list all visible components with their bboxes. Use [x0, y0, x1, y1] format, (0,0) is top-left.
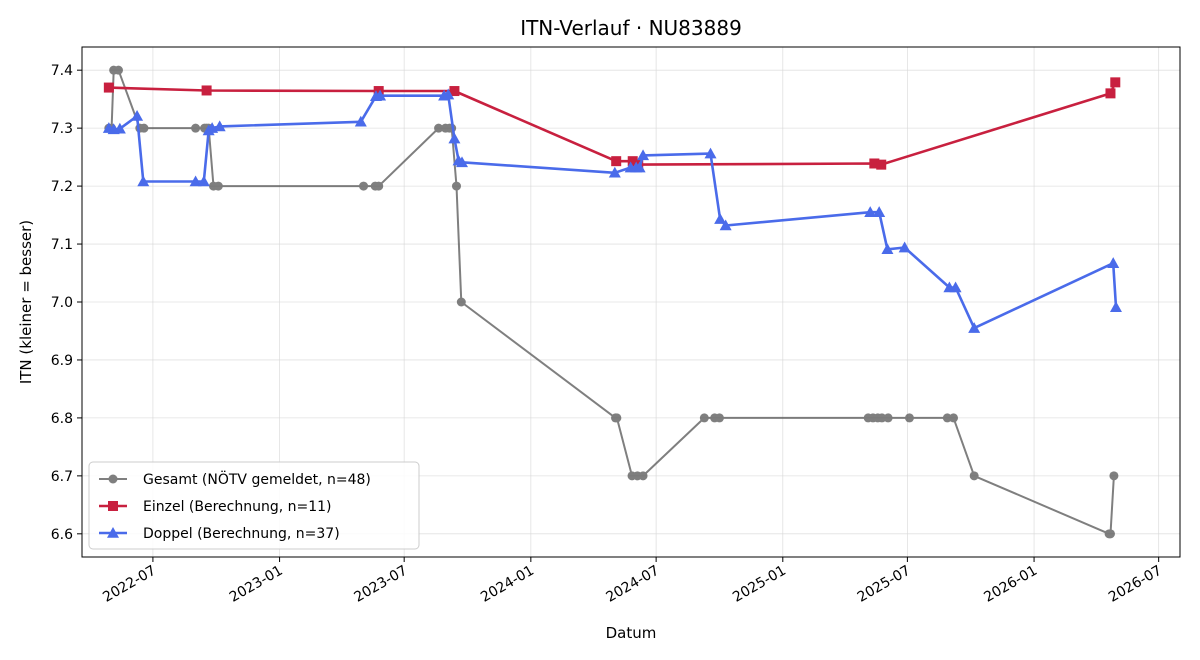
data-point-doppel: [213, 120, 226, 132]
data-point-doppel: [608, 166, 621, 178]
data-point-gesamt: [942, 413, 952, 423]
legend-label-doppel: Doppel (Berechnung, n=37): [143, 526, 340, 542]
data-point-gesamt: [638, 471, 648, 481]
series-doppel: [102, 88, 1122, 333]
y-tick-label: 7.2: [51, 179, 73, 195]
data-point-doppel: [719, 219, 732, 231]
data-point-einzel: [201, 85, 212, 96]
data-point-gesamt: [612, 413, 622, 423]
data-point-doppel: [714, 213, 727, 224]
data-point-doppel: [374, 89, 387, 101]
data-point-doppel: [968, 322, 981, 333]
data-point-gesamt: [877, 413, 887, 423]
data-point-doppel: [873, 206, 886, 217]
data-point-gesamt: [456, 297, 466, 307]
data-point-gesamt: [359, 181, 369, 191]
y-tick-label: 6.9: [51, 353, 73, 369]
data-point-doppel: [1109, 301, 1122, 313]
data-point-doppel: [448, 132, 461, 144]
data-point-einzel: [611, 156, 622, 167]
data-point-gesamt: [1109, 471, 1119, 481]
data-point-doppel: [455, 156, 468, 168]
y-tick-label: 6.6: [51, 527, 73, 543]
y-axis-label: ITN (kleiner = besser): [17, 220, 35, 384]
legend-marker-einzel: [108, 501, 118, 511]
legend-label-einzel: Einzel (Berechnung, n=11): [143, 499, 332, 515]
data-point-gesamt: [883, 413, 893, 423]
series-layer: [102, 65, 1122, 539]
data-point-doppel: [197, 175, 210, 187]
data-point-einzel: [1110, 77, 1121, 88]
legend: Gesamt (NÖTV gemeldet, n=48) Einzel (Bere…: [88, 461, 420, 550]
y-axis-ticks: 6.6 6.7 6.8 6.9 7.0 7.1 7.2 7.3 7.4: [51, 63, 82, 543]
data-point-gesamt: [699, 413, 709, 423]
data-point-gesamt: [191, 123, 201, 133]
data-point-gesamt: [969, 471, 979, 481]
y-tick-label: 6.8: [51, 411, 73, 427]
data-point-einzel: [1105, 88, 1116, 99]
data-point-gesamt: [451, 181, 461, 191]
data-point-gesamt: [949, 413, 959, 423]
data-point-doppel: [633, 161, 646, 173]
data-point-doppel: [137, 175, 150, 187]
data-point-doppel: [637, 149, 650, 161]
series-gesamt: [104, 65, 1119, 539]
data-point-einzel: [869, 158, 880, 169]
data-point-einzel: [103, 82, 114, 93]
y-tick-label: 7.1: [51, 237, 73, 253]
legend-label-gesamt: Gesamt (NÖTV gemeldet, n=48): [143, 470, 371, 488]
data-point-gesamt: [1105, 529, 1115, 539]
legend-box: [88, 461, 420, 550]
legend-marker-gesamt: [108, 474, 118, 484]
data-point-einzel: [876, 159, 887, 170]
legend-swatch-doppel: [99, 527, 127, 538]
data-point-einzel: [449, 86, 460, 97]
data-point-gesamt: [904, 413, 914, 423]
data-point-gesamt: [139, 123, 149, 133]
y-tick-label: 7.4: [51, 63, 73, 79]
data-point-doppel: [898, 241, 911, 253]
data-point-doppel: [881, 243, 894, 255]
data-point-doppel: [864, 206, 877, 217]
legend-marker-doppel: [107, 527, 119, 538]
data-point-gesamt: [113, 65, 123, 75]
data-point-doppel: [1107, 257, 1120, 268]
data-point-doppel: [189, 175, 202, 187]
y-tick-label: 6.7: [51, 469, 73, 485]
data-point-gesamt: [374, 181, 384, 191]
y-tick-label: 7.0: [51, 295, 73, 311]
data-point-doppel: [949, 281, 962, 293]
data-point-gesamt: [434, 123, 444, 133]
data-point-doppel: [113, 122, 126, 134]
data-point-gesamt: [213, 181, 223, 191]
data-point-einzel: [627, 156, 638, 167]
data-point-doppel: [442, 88, 455, 100]
x-axis-label: Datum: [606, 624, 657, 642]
data-point-einzel: [373, 86, 384, 97]
data-point-doppel: [704, 147, 717, 159]
chart-title: ITN-Verlauf · NU83889: [520, 16, 742, 40]
legend-swatch-einzel: [99, 501, 127, 511]
data-point-gesamt: [714, 413, 724, 423]
data-point-doppel: [354, 115, 367, 127]
y-tick-label: 7.3: [51, 121, 73, 137]
legend-swatch-gesamt: [99, 474, 127, 484]
data-point-doppel: [131, 109, 144, 121]
